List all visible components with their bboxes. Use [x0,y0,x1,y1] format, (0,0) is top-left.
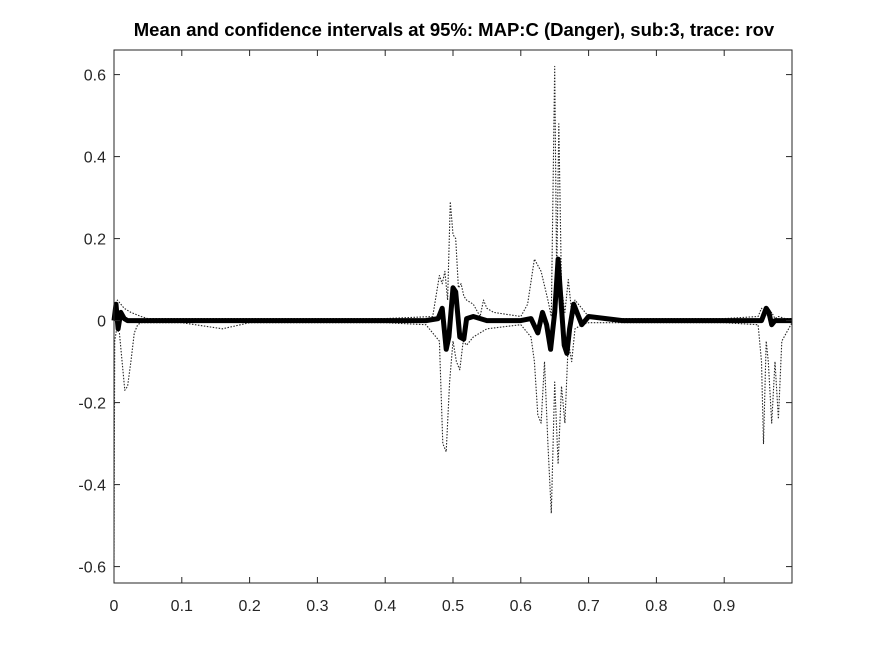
x-tick-label: 0.7 [577,598,599,615]
y-tick-label: -0.4 [78,478,106,495]
x-tick-label: 0.8 [645,598,667,615]
chart-title: Mean and confidence intervals at 95%: MA… [133,19,775,40]
y-tick-label: 0 [97,314,106,331]
tick-layer: 0 0.1 0.2 0.3 0.4 0.5 0.6 0.7 0.8 0.9 -0.6 -0.4 -0.2… [78,50,792,615]
series-layer [111,65,793,567]
y-tick-label: -0.6 [78,560,106,577]
x-tick-label: 0.5 [442,598,464,615]
x-tick-label: 0.9 [713,598,735,615]
x-tick-label: 0.3 [306,598,328,615]
y-tick-label: 0.2 [84,232,106,249]
x-tick-label: 0.1 [171,598,193,615]
series-line-solid-thick [111,256,792,356]
x-tick-label: 0.4 [374,598,396,615]
y-tick-label: -0.2 [78,396,106,413]
x-tick-label: 0.6 [510,598,532,615]
y-tick-label: 0.4 [84,150,106,167]
x-tick-label: 0 [110,598,119,615]
series-line-dotted-lower [113,322,793,567]
y-tick-label: 0.6 [84,68,106,85]
x-tick-label: 0.2 [238,598,260,615]
